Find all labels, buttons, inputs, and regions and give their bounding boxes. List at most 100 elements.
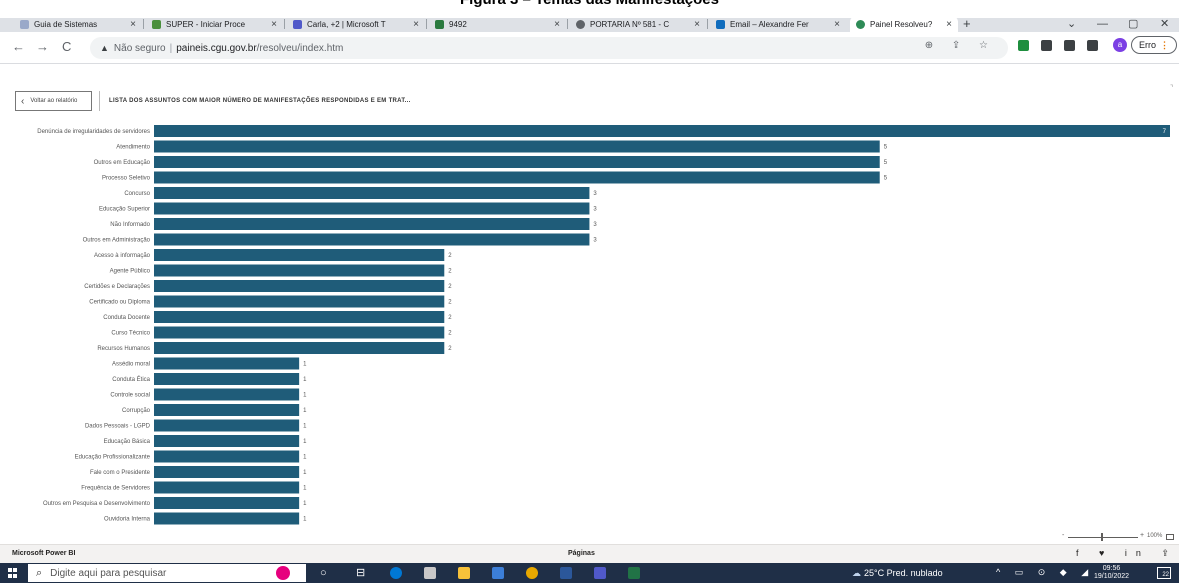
close-icon[interactable]: × (554, 18, 560, 30)
file-explorer-icon[interactable] (458, 567, 470, 579)
word-icon[interactable] (560, 567, 572, 579)
bar[interactable] (154, 140, 880, 153)
bar[interactable] (154, 373, 300, 385)
cortana-ribbon-icon[interactable] (276, 566, 290, 580)
bar[interactable] (154, 342, 445, 354)
tab-9492[interactable]: 9492 × (429, 16, 566, 32)
bar[interactable] (154, 249, 445, 261)
bar[interactable] (154, 450, 300, 463)
close-icon[interactable]: × (271, 18, 277, 30)
tab-portaria[interactable]: PORTARIA Nº 581 - C × (570, 16, 706, 32)
back-to-report-button[interactable]: ‹ Voltar ao relatório (15, 91, 92, 111)
zoom-in-button[interactable]: + (1140, 532, 1145, 539)
error-label: Erro (1139, 40, 1157, 50)
tab-email[interactable]: Email – Alexandre Fer × (710, 16, 846, 32)
store-icon[interactable] (492, 567, 504, 579)
bar[interactable] (154, 311, 445, 323)
bar[interactable] (154, 125, 1170, 137)
bar[interactable] (154, 187, 590, 199)
omnibox-actions[interactable]: ⊕ ⇪ ☆ (924, 40, 996, 51)
bar[interactable] (154, 388, 300, 401)
clock-date: 19/10/2022 (1094, 573, 1130, 580)
warning-icon[interactable]: ▲ (100, 43, 109, 53)
data-label: 1 (303, 486, 307, 492)
bar[interactable] (154, 233, 590, 246)
bar[interactable] (154, 497, 300, 509)
close-icon[interactable]: × (694, 18, 700, 30)
zoom-slider-track[interactable] (1068, 537, 1138, 538)
tab-search-icon[interactable]: ⌄ (1067, 18, 1077, 30)
bar-chart: Denúncia de irregularidades de servidore… (37, 125, 1170, 525)
teams-taskbar-icon[interactable] (594, 567, 606, 579)
maximize-button[interactable]: ▢ (1128, 18, 1139, 30)
notification-center-icon[interactable]: 22 (1157, 567, 1171, 579)
taskbar-search-input[interactable]: ⌕ Digite aqui para pesquisar (28, 564, 306, 582)
back-button[interactable]: ← (12, 39, 25, 54)
bar[interactable] (154, 295, 445, 308)
excel-icon[interactable] (628, 567, 640, 579)
weather-widget[interactable]: ☁ 25°C Pred. nublado (852, 568, 943, 579)
pages-button[interactable]: Páginas (568, 550, 595, 557)
close-icon[interactable]: × (946, 18, 952, 30)
zoom-out-button[interactable]: - (1062, 532, 1065, 539)
puzzle-icon[interactable] (1064, 40, 1075, 51)
caption-text: Figura 3 – Temas das Manifestações (0, 0, 1179, 8)
bar[interactable] (154, 481, 300, 494)
error-button[interactable]: Erro ⋮ (1131, 36, 1177, 54)
extension-check-icon[interactable] (1018, 40, 1029, 51)
address-separator: | (169, 42, 173, 54)
bar[interactable] (154, 435, 300, 447)
sidepanel-icon[interactable] (1087, 40, 1098, 51)
url-host: paineis.cgu.gov.br (176, 42, 257, 54)
category-label: Processo Seletivo (102, 176, 151, 182)
bar[interactable] (154, 218, 590, 230)
task-view-icon[interactable]: ⊟ (356, 567, 366, 579)
minimize-button[interactable]: — (1097, 18, 1108, 30)
data-label: 5 (884, 145, 888, 151)
new-tab-button[interactable]: + (963, 16, 971, 31)
zoom-slider-thumb[interactable] (1101, 533, 1103, 541)
tab-super[interactable]: SUPER - Iniciar Proce × (146, 16, 283, 32)
category-label: Educação Superior (99, 207, 150, 213)
category-label: Controle social (110, 393, 150, 399)
close-icon[interactable]: × (834, 18, 840, 30)
security-label[interactable]: Não seguro (113, 42, 166, 54)
bar[interactable] (154, 202, 590, 215)
chrome-icon[interactable] (526, 567, 538, 579)
tab-painel-resolveu[interactable]: Painel Resolveu? × (850, 16, 958, 32)
close-icon[interactable]: × (413, 18, 419, 30)
cortana-icon[interactable]: ○ (320, 567, 327, 579)
zoom-bar (0, 530, 1179, 544)
reload-button[interactable]: C (62, 39, 72, 54)
bar[interactable] (154, 466, 300, 478)
tab-teams[interactable]: Carla, +2 | Microsoft T × (287, 16, 425, 32)
bar[interactable] (154, 280, 445, 292)
bar[interactable] (154, 404, 300, 416)
bar[interactable] (154, 357, 300, 370)
url-path: /resolveu/index.htm (256, 42, 344, 54)
bar[interactable] (154, 326, 445, 339)
bar[interactable] (154, 512, 300, 525)
edge-icon[interactable] (390, 567, 402, 579)
close-icon[interactable]: × (130, 18, 136, 30)
bar[interactable] (154, 156, 880, 168)
profile-avatar[interactable]: a (1113, 38, 1127, 52)
address-bar[interactable]: ▲ Não seguro | paineis.cgu.gov.br /resol… (90, 37, 1008, 59)
forward-button[interactable]: → (36, 39, 49, 54)
extension-icon[interactable] (1041, 40, 1052, 51)
tab-separator (707, 19, 708, 29)
taskbar-clock[interactable]: 09:56 19/10/2022 (1094, 565, 1129, 581)
fit-to-page-icon[interactable] (1166, 534, 1174, 540)
focus-mode-icon[interactable]: ⌝ (1170, 85, 1174, 92)
category-label: Recursos Humanos (97, 346, 150, 352)
bar[interactable] (154, 264, 445, 277)
system-tray-icons[interactable]: ^ ▭ ⊙ ◆ ◢ (996, 567, 1095, 577)
tab-guia-sistemas[interactable]: Guia de Sistemas × (14, 16, 142, 32)
settings-icon[interactable] (424, 567, 436, 579)
powerbi-footer: Microsoft Power BI Páginas f ♥ in ⇪ ▭ (0, 544, 1179, 569)
powerbi-brand-link[interactable]: Microsoft Power BI (12, 550, 76, 557)
bar[interactable] (154, 419, 300, 432)
windows-start-icon[interactable] (8, 568, 18, 578)
close-window-button[interactable]: ✕ (1160, 18, 1170, 30)
bar[interactable] (154, 171, 880, 184)
